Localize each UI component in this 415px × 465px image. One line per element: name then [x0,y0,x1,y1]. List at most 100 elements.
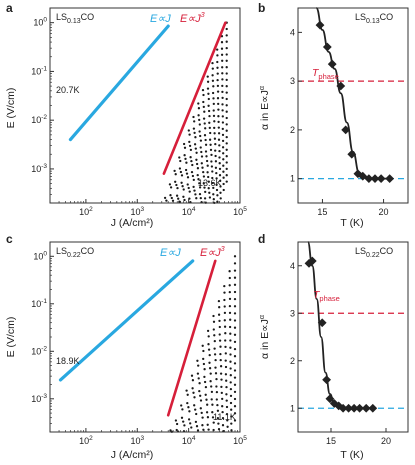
pc-series-19 [217,383,237,431]
data-point [165,199,168,202]
panel-d: d 15 20 1 2 3 4 LS0.22CO T (K) α in E∝Jα Tpha… [258,232,409,461]
pa-ytick-label: 10-1 [31,65,47,76]
data-point [183,198,186,202]
data-point [223,319,226,322]
data-point [182,142,186,146]
data-point [233,333,237,336]
data-point [198,192,202,196]
data-point [214,142,217,146]
pc-series-4 [176,276,237,433]
data-point [179,159,182,163]
pa-ohmic-fit-line [68,24,170,142]
data-point [220,41,224,44]
data-point [224,345,227,349]
pa-series-17 [199,123,228,200]
data-point [174,173,177,176]
pc-ytick-label: 100 [33,250,47,261]
pa-series-14 [194,104,228,196]
data-point [229,387,233,391]
data-point [180,181,183,184]
pc-cubic-fit-line [166,259,217,417]
data-point [194,420,198,424]
pa-xtick-label: 102 [79,206,93,217]
data-point [218,167,222,171]
pa-cubic-fit-line [162,21,227,175]
data-point [211,91,215,95]
data-point [215,177,218,180]
panel-letter-a: a [6,1,13,15]
data-point [219,365,223,368]
data-point [225,66,228,69]
data-point [221,133,225,137]
data-point [225,142,228,145]
data-point [216,97,220,100]
data-point [203,368,206,371]
pd-data-point [344,403,353,413]
data-point [233,397,237,401]
pb-data-point [315,20,325,30]
pc-series-1 [169,255,237,432]
data-point [225,135,228,139]
data-point [202,93,205,97]
data-point [233,347,237,351]
pa-series-10 [183,78,228,202]
data-point [221,121,225,124]
data-point [220,53,224,56]
data-point [207,428,210,431]
data-point [225,161,228,164]
data-point [212,198,215,201]
pc-series-18 [217,376,237,425]
data-point [229,360,232,363]
data-point [198,130,201,133]
data-point [175,422,179,426]
data-point [196,167,200,170]
data-point [210,385,213,388]
pd-data-point [325,394,335,404]
pa-series-19 [203,135,228,200]
pd-data-point [322,375,331,385]
panel-letter-b: b [258,1,265,15]
data-point [204,385,208,389]
data-point [208,138,212,141]
data-point [210,160,213,163]
pc-series-15 [207,355,237,431]
data-point [198,182,201,185]
data-point [213,137,217,140]
pa-series-6 [175,53,228,197]
data-point [199,394,202,397]
data-point [198,382,201,385]
pb-ytick-label: 1 [290,174,295,184]
data-point [224,359,227,362]
pa-series-11 [188,85,228,193]
data-point [211,181,214,185]
data-point [233,269,237,272]
data-point [221,410,224,414]
data-point [229,367,232,370]
data-point [225,97,228,101]
data-point [224,365,228,369]
data-point [203,380,207,384]
data-point [185,161,188,164]
data-point [175,194,179,197]
data-point [221,115,224,118]
data-point [215,390,219,394]
data-point [229,401,233,405]
pd-xtick-label: 15 [326,436,336,446]
data-point [175,183,178,187]
data-point [208,126,211,130]
data-point [229,346,232,349]
panel-b-sample-label: LS0.13CO [355,12,393,25]
data-point [202,170,205,174]
data-point [183,424,186,427]
data-point [199,139,203,142]
data-point [207,92,210,95]
data-point [226,419,229,422]
data-point [225,405,229,409]
pd-ytick-label: 3 [290,308,295,318]
data-point [223,298,226,302]
data-point [221,405,224,408]
data-point [206,403,209,406]
data-point [221,72,224,75]
data-point [207,348,211,351]
data-point [211,74,214,77]
